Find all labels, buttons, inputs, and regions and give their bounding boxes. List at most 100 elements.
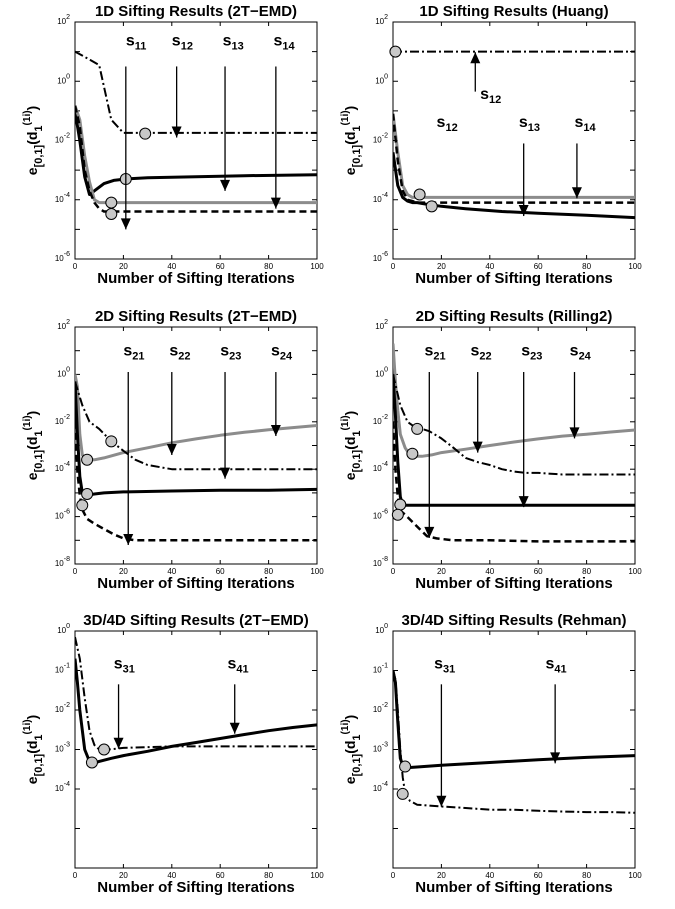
- annotation-label-s31: s31: [114, 656, 135, 676]
- annotation-label-s23-part: 23: [229, 350, 241, 362]
- annotation-label-s22: s22: [169, 342, 190, 362]
- x-tick-label-part: 40: [485, 262, 494, 271]
- annotation-label-s12: s12: [480, 86, 501, 106]
- annotation-label-s13: s13: [223, 33, 244, 53]
- annotation-arrow-head: [270, 425, 281, 437]
- x-tick-label: 60: [216, 871, 225, 880]
- y-tick-label: 10-2: [373, 133, 388, 145]
- annotation-label-s12-part: 12: [489, 94, 501, 106]
- x-axis-label: Number of Sifting Iterations: [415, 270, 613, 287]
- convergence-marker: [81, 487, 94, 500]
- annotation-label-s23-part: s: [521, 342, 530, 359]
- plot-area: [392, 630, 636, 869]
- x-tick-label-part: 100: [628, 871, 642, 880]
- y-axis-label-part: 1: [33, 734, 45, 740]
- annotation-label-s12-part: s: [480, 86, 489, 103]
- y-axis-label-part: e: [342, 167, 358, 175]
- x-tick-label: 80: [582, 567, 591, 576]
- annotation-label-s12-part: 12: [445, 122, 457, 134]
- x-tick-label: 0: [73, 871, 78, 880]
- convergence-marker: [105, 435, 118, 448]
- annotation-label-s14-part: s: [273, 33, 282, 50]
- chart-panel-6: 3D/4D Sifting Results (Rehman) 0 20 40 60 80 1…: [340, 612, 642, 896]
- y-tick-label-part: 10: [55, 666, 64, 675]
- x-axis-label-part: Number of Sifting Iterations: [415, 270, 613, 287]
- x-tick-label-part: 80: [582, 567, 591, 576]
- x-tick-label-part: 40: [485, 567, 494, 576]
- y-tick-label: 102: [375, 319, 388, 331]
- y-axis-label-part: (d: [342, 741, 358, 754]
- x-tick-label-part: 60: [534, 567, 543, 576]
- y-tick-label: 10-4: [55, 192, 70, 204]
- series-line-dashdot-black: [75, 381, 317, 471]
- series-line-dashdot-black: [393, 670, 635, 814]
- chart-title: 1D Sifting Results (Huang): [419, 3, 608, 20]
- annotation-arrow-head: [518, 205, 529, 217]
- y-tick-label-part: 10: [373, 745, 382, 754]
- annotation-label-s21-part: 21: [433, 350, 445, 362]
- y-axis-label-part: (1i): [22, 719, 33, 734]
- y-axis-label-part: (d: [342, 132, 358, 145]
- x-tick-label-part: 60: [216, 262, 225, 271]
- y-axis-label-part: ): [342, 106, 358, 111]
- x-tick-label-part: 20: [119, 871, 128, 880]
- annotation-label-s23-part: 23: [530, 350, 542, 362]
- series-group: [75, 50, 317, 213]
- series-line-solid-gray: [75, 374, 317, 462]
- y-axis-label: e[0,1](d1(1i)): [22, 106, 45, 175]
- series-line-solid-black: [75, 658, 317, 765]
- y-tick-label: 10-1: [373, 663, 388, 675]
- series-group: [393, 670, 635, 814]
- x-axis-label-part: Number of Sifting Iterations: [97, 879, 295, 896]
- y-tick-label-part: 10: [373, 464, 382, 473]
- series-line-solid-gray: [393, 113, 635, 199]
- annotation-label-s31-part: s: [114, 656, 123, 673]
- x-tick-label-part: 60: [216, 567, 225, 576]
- y-axis-label-part: e: [24, 776, 40, 784]
- y-axis-label-part: (1i): [22, 415, 33, 430]
- annotation-label-s11-part: s: [126, 33, 135, 50]
- y-axis-label-part: e: [342, 776, 358, 784]
- annotation-label-s22-part: 22: [178, 350, 190, 362]
- y-tick-label-part: 0: [66, 366, 70, 373]
- y-axis-label-part: [0,1]: [351, 449, 363, 472]
- y-tick-label: 100: [57, 623, 70, 635]
- y-tick-label-part: 0: [66, 73, 70, 80]
- annotation-label-s12-part: s: [172, 33, 181, 50]
- y-tick-label-part: -4: [64, 192, 70, 199]
- annotation-label-s12-part: s: [437, 114, 446, 131]
- annotation-label-s21-part: s: [123, 342, 132, 359]
- chart-title-part: 3D/4D Sifting Results (Rehman): [401, 612, 626, 629]
- y-axis-label-part: (1i): [340, 110, 351, 125]
- x-tick-label-part: 60: [534, 871, 543, 880]
- y-tick-label-part: -2: [382, 702, 388, 709]
- y-tick-label: 10-3: [55, 742, 70, 754]
- y-axis-label-part: ): [24, 715, 40, 720]
- y-tick-label: 100: [57, 73, 70, 85]
- y-tick-label-part: 10: [373, 417, 382, 426]
- annotation-arrow-head: [424, 526, 435, 538]
- annotation-label-s14-part: 14: [282, 41, 295, 53]
- x-axis-label-part: Number of Sifting Iterations: [415, 879, 613, 896]
- chart-title-part: 3D/4D Sifting Results (2T−EMD): [83, 612, 308, 629]
- annotation-label-s12-part: 12: [181, 41, 193, 53]
- annotation-label-s13-part: 13: [232, 41, 244, 53]
- x-tick-label: 100: [310, 262, 324, 271]
- chart-panel-5: 3D/4D Sifting Results (2T−EMD) 0 20 40 60 80 1…: [22, 612, 324, 896]
- chart-panel-3: 2D Sifting Results (2T−EMD)0 20 40 60 80 1001…: [22, 308, 324, 592]
- y-tick-label-part: 10: [57, 369, 66, 378]
- convergence-marker: [396, 787, 409, 800]
- annotation-label-s22-part: s: [470, 342, 479, 359]
- annotation-arrow-head: [171, 126, 182, 138]
- x-tick-label-part: 80: [582, 262, 591, 271]
- y-tick-label-part: 10: [373, 784, 382, 793]
- y-tick-label-part: -4: [382, 192, 388, 199]
- x-tick-label-part: 40: [167, 567, 176, 576]
- y-tick-label-part: 10: [373, 559, 382, 568]
- x-tick-label: 20: [119, 567, 128, 576]
- series-line-dashed-black: [393, 113, 635, 204]
- y-tick-label-part: -2: [64, 414, 70, 421]
- x-tick-label: 20: [119, 871, 128, 880]
- x-tick-label-part: 80: [582, 871, 591, 880]
